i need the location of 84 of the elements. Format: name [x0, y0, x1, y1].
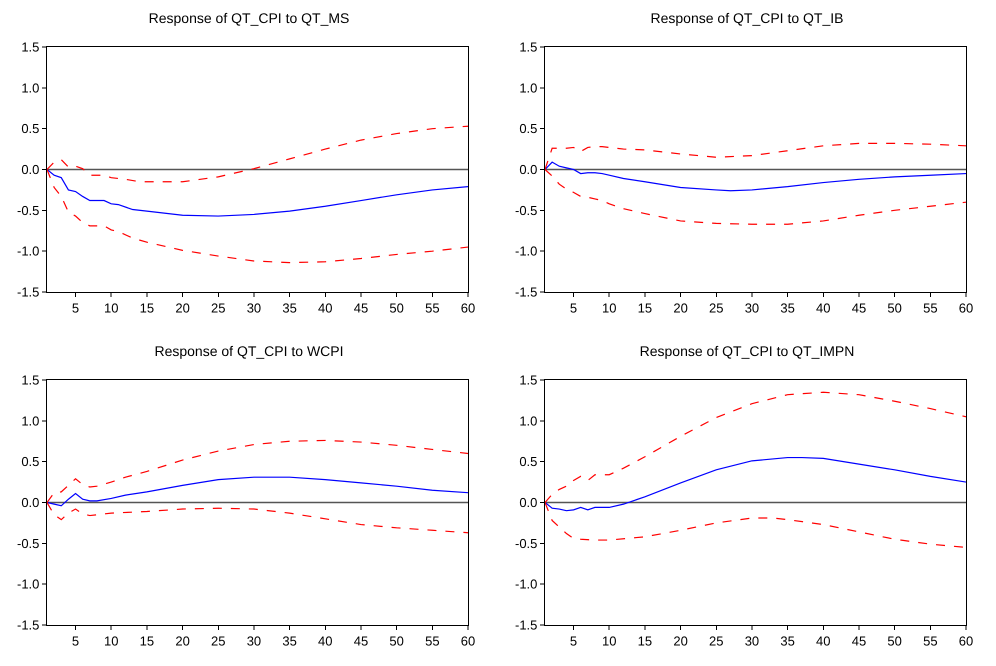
x-tick-label: 40: [816, 300, 831, 316]
y-tick-label: 0.5: [519, 454, 538, 470]
y-tick-label: 1.0: [21, 80, 40, 96]
x-tick-label: 35: [282, 300, 297, 316]
x-tick-label: 50: [389, 300, 404, 316]
x-tick-label: 20: [673, 300, 688, 316]
x-tick-label: 45: [852, 634, 866, 649]
x-tick-label: 25: [709, 300, 724, 316]
x-tick-label: 20: [175, 300, 190, 316]
x-tick-label: 55: [923, 300, 938, 316]
y-tick-label: -1.5: [16, 284, 40, 300]
x-tick-label: 60: [958, 634, 974, 649]
y-tick-label: 0.0: [21, 162, 40, 178]
y-tick-label: 0.0: [21, 495, 40, 510]
x-tick-label: 60: [958, 300, 974, 316]
y-tick-label: -0.5: [514, 536, 538, 551]
x-tick-label: 25: [211, 300, 226, 316]
x-tick-label: 30: [744, 634, 760, 649]
chart-title: Response of QT_CPI to QT_IMPN: [640, 343, 854, 360]
chart-title: Response of QT_CPI to WCPI: [154, 343, 344, 360]
x-tick-label: 55: [923, 634, 938, 649]
x-tick-label: 45: [852, 300, 866, 316]
x-tick-label: 15: [638, 300, 652, 316]
x-tick-label: 25: [709, 634, 724, 649]
x-tick-label: 40: [816, 634, 831, 649]
y-tick-label: 0.0: [519, 162, 538, 178]
line-series: [545, 162, 966, 192]
x-tick-label: 10: [602, 634, 616, 649]
x-tick-label: 35: [282, 634, 297, 649]
y-tick-label: -1.0: [16, 244, 40, 259]
chart-title: Response of QT_CPI to QT_IB: [650, 10, 844, 26]
x-tick-label: 30: [246, 634, 262, 649]
x-tick-label: 20: [175, 634, 190, 649]
x-tick-label: 45: [354, 634, 368, 649]
x-tick-label: 10: [104, 634, 118, 649]
x-tick-label: 15: [140, 634, 154, 649]
y-tick-label: -0.5: [514, 202, 538, 218]
y-tick-label: -1.5: [514, 284, 538, 300]
x-tick-label: 45: [354, 300, 368, 316]
y-tick-label: -1.5: [16, 618, 40, 633]
y-tick-label: 1.0: [21, 413, 40, 428]
y-tick-label: 1.5: [519, 40, 538, 55]
y-tick-label: -1.0: [16, 576, 40, 592]
x-tick-label: 60: [460, 634, 476, 649]
x-tick-label: 5: [570, 300, 578, 316]
x-tick-label: 10: [602, 300, 616, 316]
y-tick-label: -0.5: [16, 536, 40, 551]
x-tick-label: 50: [887, 300, 902, 316]
x-tick-label: 35: [780, 634, 795, 649]
y-tick-label: 0.5: [21, 121, 40, 136]
x-tick-label: 15: [140, 300, 154, 316]
y-tick-label: -0.5: [16, 202, 40, 218]
line-series: [545, 456, 966, 512]
y-tick-label: -1.0: [514, 244, 538, 259]
x-tick-label: 55: [425, 300, 440, 316]
x-tick-label: 5: [570, 634, 578, 649]
line-series: [47, 168, 468, 217]
x-tick-label: 30: [246, 300, 262, 316]
x-tick-label: 30: [744, 300, 760, 316]
y-tick-label: 1.5: [519, 372, 538, 388]
x-tick-label: 55: [425, 634, 440, 649]
x-tick-label: 5: [72, 300, 80, 316]
x-tick-label: 35: [780, 300, 795, 316]
x-tick-label: 15: [638, 634, 652, 649]
y-tick-label: 1.5: [21, 40, 40, 55]
y-tick-label: 0.0: [519, 495, 538, 510]
x-tick-label: 5: [72, 634, 80, 649]
y-tick-label: 1.0: [519, 80, 538, 96]
x-tick-label: 10: [104, 300, 118, 316]
x-tick-label: 40: [318, 634, 333, 649]
y-tick-label: 0.5: [519, 121, 538, 136]
y-tick-label: 0.5: [21, 454, 40, 470]
x-tick-label: 25: [211, 634, 226, 649]
x-tick-label: 50: [887, 634, 902, 649]
x-tick-label: 40: [318, 300, 333, 316]
y-tick-label: -1.0: [514, 576, 538, 592]
y-tick-label: 1.5: [21, 372, 40, 388]
chart-title: Response of QT_CPI to QT_MS: [148, 10, 350, 26]
y-tick-label: 1.0: [519, 413, 538, 428]
line-series: [47, 476, 468, 506]
x-tick-label: 50: [389, 634, 404, 649]
x-tick-label: 20: [673, 634, 688, 649]
x-tick-label: 60: [460, 300, 476, 316]
y-tick-label: -1.5: [514, 618, 538, 633]
